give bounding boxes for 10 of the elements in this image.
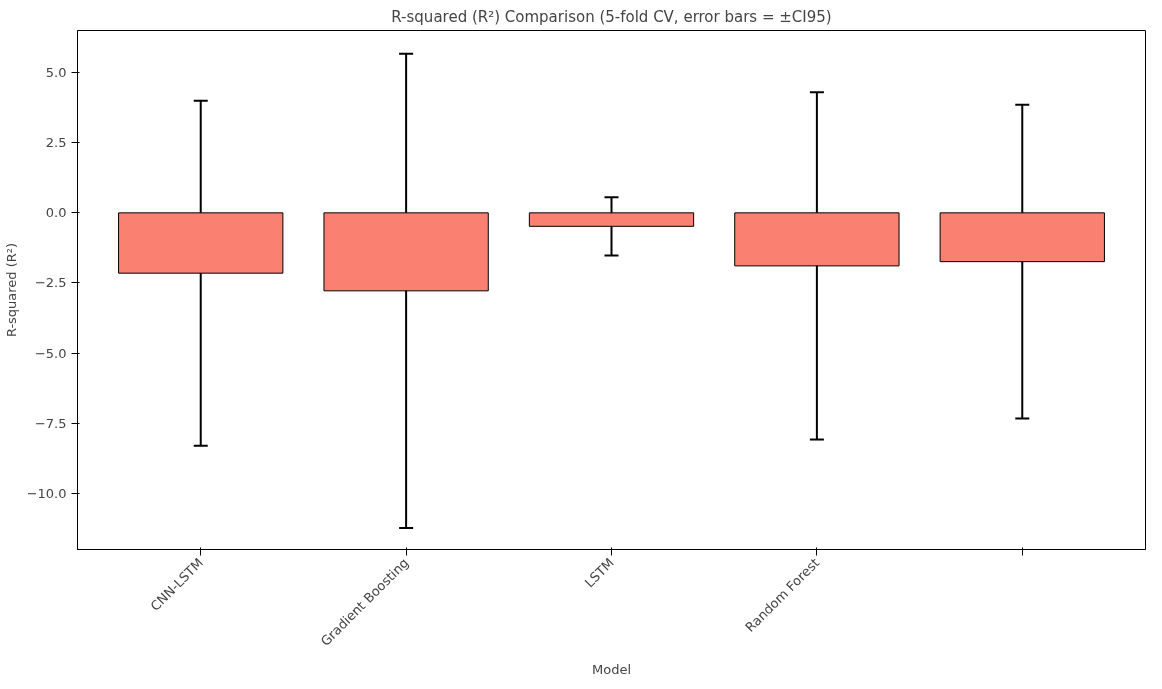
y-tick-label: −7.5 [34, 415, 67, 431]
x-axis-title: Model [591, 662, 632, 678]
chart-title: R-squared (R²) Comparison (5-fold CV, error bars = ±CI95) [391, 7, 832, 26]
y-tick-label: 2.5 [45, 135, 67, 151]
y-tick-label: −10.0 [26, 485, 67, 501]
y-tick-label: 5.0 [45, 65, 67, 81]
y-tick-label: −5.0 [34, 345, 67, 361]
y-tick-label: −2.5 [34, 275, 67, 291]
y-tick-label: 0.0 [45, 205, 67, 221]
y-axis-title: R-squared (R²) [3, 242, 19, 338]
